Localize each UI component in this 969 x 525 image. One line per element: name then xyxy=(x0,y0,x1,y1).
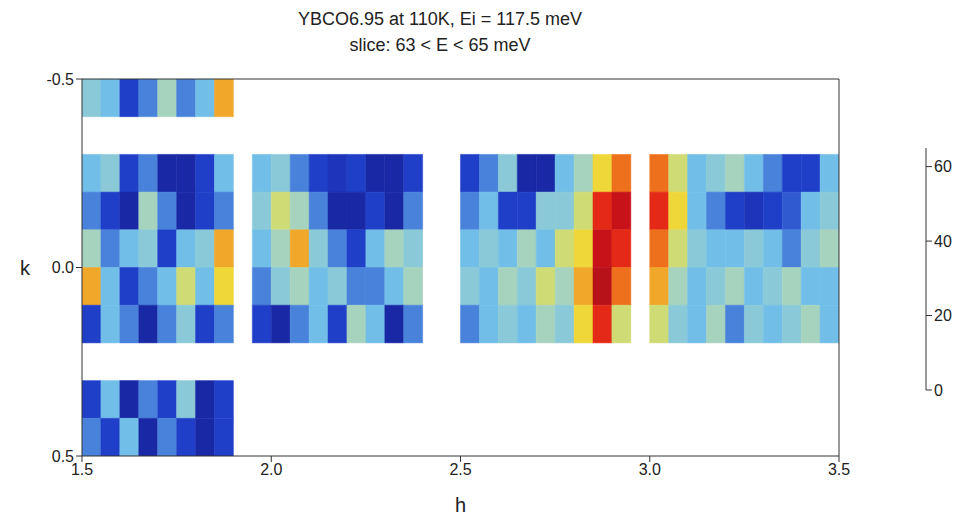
svg-text:0.0: 0.0 xyxy=(52,259,74,276)
svg-text:1.5: 1.5 xyxy=(71,461,93,478)
svg-text:0: 0 xyxy=(934,382,943,399)
svg-text:2.5: 2.5 xyxy=(449,461,471,478)
html-text:slice: 63 < E < 65 meV: slice: 63 < E < 65 meV xyxy=(349,35,531,55)
svg-text:h: h xyxy=(455,494,466,516)
svg-text:40: 40 xyxy=(934,233,952,250)
svg-text:0.5: 0.5 xyxy=(52,448,74,465)
svg-text:-0.5: -0.5 xyxy=(46,71,74,88)
svg-text:3.0: 3.0 xyxy=(639,461,661,478)
svg-text:60: 60 xyxy=(934,158,952,175)
svg-text:20: 20 xyxy=(934,307,952,324)
svg-text:3.5: 3.5 xyxy=(828,461,850,478)
svg-text:2.0: 2.0 xyxy=(260,461,282,478)
svg-text:k: k xyxy=(20,257,31,279)
html-text:YBCO6.95 at 110K, Ei = 117.5 m: YBCO6.95 at 110K, Ei = 117.5 meV xyxy=(298,9,582,29)
